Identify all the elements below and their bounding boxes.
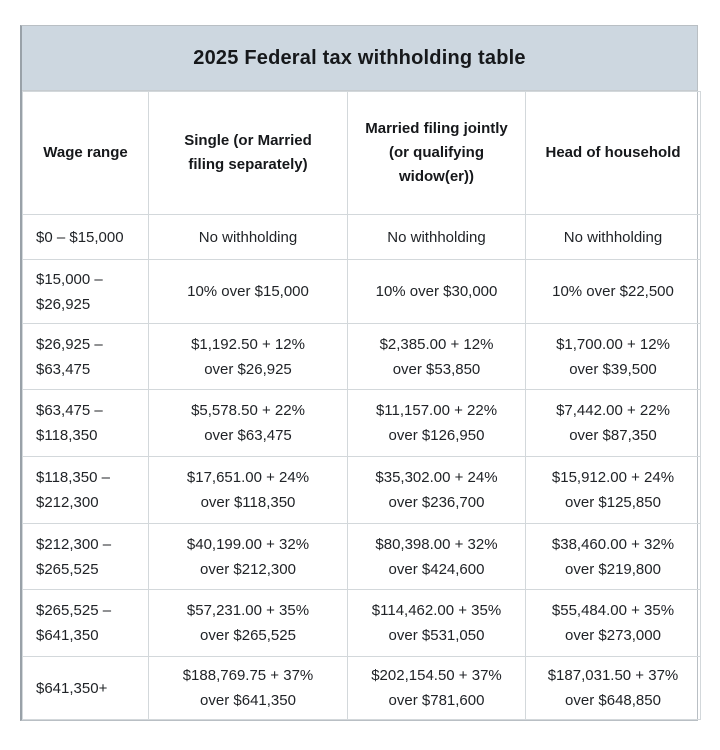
table-row: $265,525 – $641,350 $57,231.00 + 35% ove… — [22, 589, 701, 657]
head-of-household-cell: $15,912.00 + 24% over $125,850 — [525, 456, 701, 524]
married-jointly-cell: $114,462.00 + 35% over $531,050 — [347, 589, 526, 657]
table-row: $63,475 – $118,350 $5,578.50 + 22% over … — [22, 389, 701, 457]
single-cell: No withholding — [148, 214, 348, 260]
table-row: $641,350+ $188,769.75 + 37% over $641,35… — [22, 656, 701, 720]
head-of-household-cell: $55,484.00 + 35% over $273,000 — [525, 589, 701, 657]
married-jointly-cell: $35,302.00 + 24% over $236,700 — [347, 456, 526, 524]
wage-range-cell: $0 – $15,000 — [22, 214, 149, 260]
married-jointly-cell: $11,157.00 + 22% over $126,950 — [347, 389, 526, 457]
single-cell: $1,192.50 + 12% over $26,925 — [148, 323, 348, 390]
head-of-household-cell: 10% over $22,500 — [525, 259, 701, 324]
married-jointly-cell: $2,385.00 + 12% over $53,850 — [347, 323, 526, 390]
single-cell: $40,199.00 + 32% over $212,300 — [148, 523, 348, 590]
table-row: $26,925 – $63,475 $1,192.50 + 12% over $… — [22, 323, 701, 390]
single-cell: $17,651.00 + 24% over $118,350 — [148, 456, 348, 524]
tax-withholding-table: Wage range Single (or Married filing sep… — [22, 91, 701, 720]
head-of-household-cell: $1,700.00 + 12% over $39,500 — [525, 323, 701, 390]
column-header-single: Single (or Married filing separately) — [148, 91, 348, 215]
column-header-head-of-household: Head of household — [525, 91, 701, 215]
married-jointly-cell: No withholding — [347, 214, 526, 260]
head-of-household-cell: No withholding — [525, 214, 701, 260]
table-title-bar: 2025 Federal tax withholding table — [22, 26, 697, 91]
table-row: $212,300 – $265,525 $40,199.00 + 32% ove… — [22, 523, 701, 590]
wage-range-cell: $212,300 – $265,525 — [22, 523, 149, 590]
table-title: 2025 Federal tax withholding table — [193, 46, 526, 69]
single-cell: $188,769.75 + 37% over $641,350 — [148, 656, 348, 720]
single-cell: $5,578.50 + 22% over $63,475 — [148, 389, 348, 457]
column-header-married-filing-jointly: Married filing jointly (or qualifying wi… — [347, 91, 526, 215]
wage-range-cell: $118,350 – $212,300 — [22, 456, 149, 524]
column-header-wage-range: Wage range — [22, 91, 149, 215]
tax-withholding-table-card: 2025 Federal tax withholding table Wage … — [20, 25, 701, 721]
single-cell: 10% over $15,000 — [148, 259, 348, 324]
married-jointly-cell: $80,398.00 + 32% over $424,600 — [347, 523, 526, 590]
table-row: $15,000 – $26,925 10% over $15,000 10% o… — [22, 259, 701, 324]
table-row: $118,350 – $212,300 $17,651.00 + 24% ove… — [22, 456, 701, 524]
table-row: $0 – $15,000 No withholding No withholdi… — [22, 214, 701, 260]
header-row: Wage range Single (or Married filing sep… — [22, 91, 701, 215]
wage-range-cell: $26,925 – $63,475 — [22, 323, 149, 390]
wage-range-cell: $63,475 – $118,350 — [22, 389, 149, 457]
single-cell: $57,231.00 + 35% over $265,525 — [148, 589, 348, 657]
married-jointly-cell: 10% over $30,000 — [347, 259, 526, 324]
wage-range-cell: $15,000 – $26,925 — [22, 259, 149, 324]
wage-range-cell: $641,350+ — [22, 656, 149, 720]
wage-range-cell: $265,525 – $641,350 — [22, 589, 149, 657]
head-of-household-cell: $7,442.00 + 22% over $87,350 — [525, 389, 701, 457]
married-jointly-cell: $202,154.50 + 37% over $781,600 — [347, 656, 526, 720]
head-of-household-cell: $187,031.50 + 37% over $648,850 — [525, 656, 701, 720]
head-of-household-cell: $38,460.00 + 32% over $219,800 — [525, 523, 701, 590]
